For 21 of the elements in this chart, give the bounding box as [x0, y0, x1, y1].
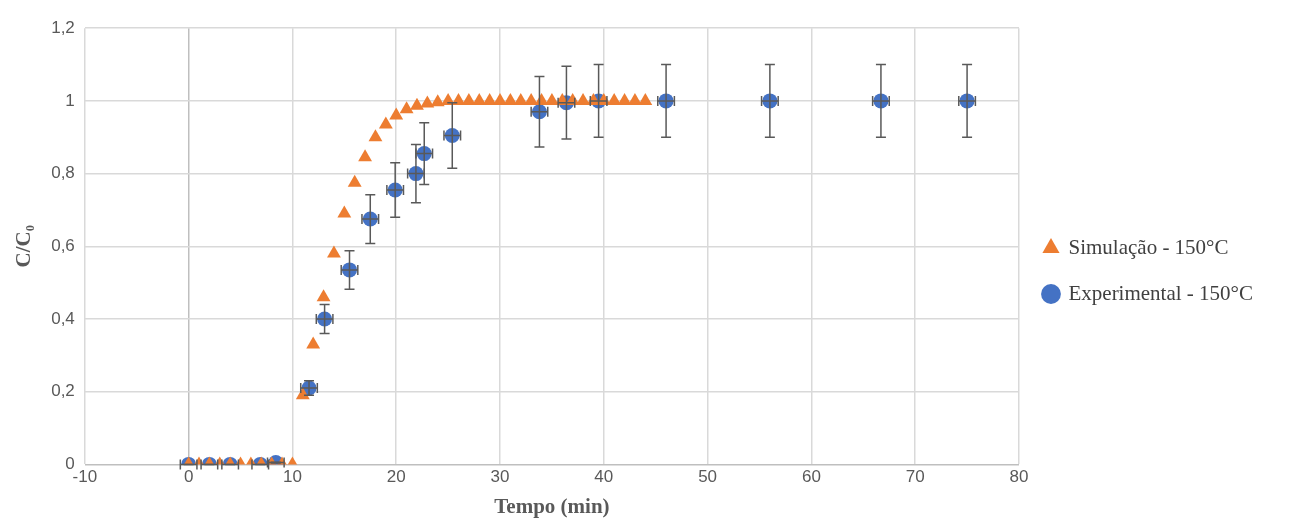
x-tick-label: 10	[282, 467, 302, 487]
x-tick-label: -10	[72, 467, 98, 487]
legend-label: Experimental - 150°C	[1068, 280, 1254, 305]
y-tick-label: 0,6	[51, 235, 75, 255]
x-tick-label: 20	[386, 467, 406, 487]
x-tick-label: 0	[183, 467, 194, 487]
x-tick-label: 50	[698, 467, 718, 487]
x-tick-label: 40	[594, 467, 614, 487]
y-tick-label: 0,8	[51, 163, 75, 183]
y-tick-label: 1	[65, 90, 75, 110]
y-tick-label: 1,2	[51, 17, 75, 37]
y-tick-label: 0	[65, 454, 75, 474]
y-axis-title: C/C₀	[11, 225, 36, 268]
y-tick-label: 0,2	[51, 381, 75, 401]
legend-label: Simulação - 150°C	[1068, 234, 1229, 259]
x-axis-title: Tempo (min)	[494, 493, 610, 518]
x-tick-label: 80	[1009, 467, 1029, 487]
x-tick-label: 30	[490, 467, 510, 487]
y-tick-label: 0,4	[51, 308, 75, 328]
x-tick-label: 70	[905, 467, 925, 487]
x-tick-label: 60	[801, 467, 821, 487]
